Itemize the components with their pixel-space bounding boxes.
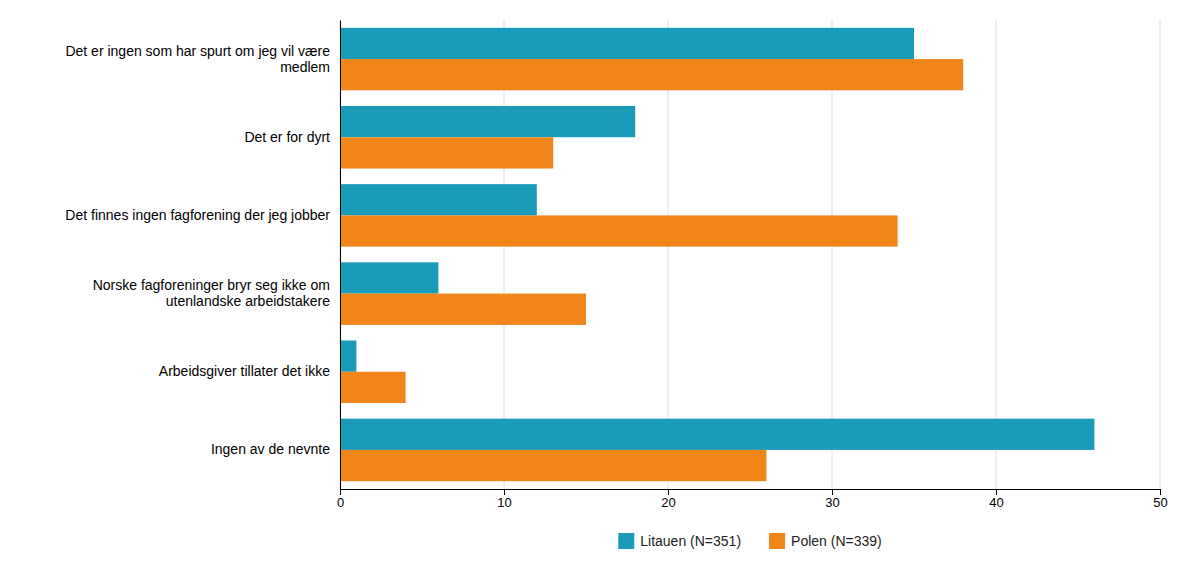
tick-label: 40 (989, 495, 1003, 510)
x-axis: 0 10 20 30 40 50 (337, 489, 1168, 510)
tick-label-line: Det er ingen som har spurt om jeg vil væ… (65, 43, 330, 59)
bars (340, 28, 1094, 481)
bar (340, 137, 553, 168)
tick: Det finnes ingen fagforening der jeg job… (65, 207, 330, 223)
tick: 30 (825, 489, 839, 510)
tick: 50 (1153, 489, 1167, 510)
grid-line (1160, 20, 1161, 489)
tick-label: 0 (337, 495, 344, 510)
tick-mark (668, 489, 669, 495)
tick: Det er ingen som har spurt om jeg vil væ… (65, 43, 330, 75)
bar (340, 450, 766, 481)
chart: 0 10 20 30 40 50 Det er ingen som har spurt om… (0, 0, 1200, 569)
tick-label: Arbeidsgiver tillater det ikke (159, 363, 330, 379)
legend-label: Polen (N=339) (791, 533, 882, 549)
plot: 0 10 20 30 40 50 Det er ingen som har spurt om… (65, 20, 1167, 510)
tick-label: 30 (825, 495, 839, 510)
tick-label-line: Arbeidsgiver tillater det ikke (159, 363, 330, 379)
legend-label: Litauen (N=351) (640, 533, 741, 549)
grid-line (340, 20, 341, 489)
axis-line (341, 490, 1161, 496)
tick: 0 (337, 489, 344, 510)
tick: Det er for dyrt (244, 129, 330, 145)
bar (340, 215, 898, 246)
bar (340, 262, 438, 293)
legend-swatch (769, 533, 785, 549)
tick-mark (1160, 489, 1161, 495)
bar (340, 59, 963, 90)
tick-label: Det er for dyrt (244, 129, 330, 145)
tick: Norske fagforeninger bryr seg ikke omute… (93, 277, 331, 309)
tick-label: Ingen av de nevnte (211, 441, 330, 457)
tick-label-line: Ingen av de nevnte (211, 441, 330, 457)
tick-label: Norske fagforeninger bryr seg ikke omute… (93, 277, 331, 309)
tick-label: Det finnes ingen fagforening der jeg job… (65, 207, 330, 223)
tick-label-line: Det er for dyrt (244, 129, 330, 145)
bar (340, 419, 1094, 450)
legend-item: Litauen (N=351) (618, 533, 741, 549)
tick-label: 10 (497, 495, 511, 510)
tick: 40 (989, 489, 1003, 510)
tick-label: Det er ingen som har spurt om jeg vil væ… (65, 43, 330, 75)
tick: 20 (661, 489, 675, 510)
legend: Litauen (N=351) Polen (N=339) (618, 533, 881, 549)
bar (340, 372, 406, 403)
tick: Arbeidsgiver tillater det ikke (159, 363, 330, 379)
tick: 10 (497, 489, 511, 510)
bar (340, 106, 635, 137)
tick-mark (504, 489, 505, 495)
bar (340, 340, 356, 371)
bar (340, 28, 914, 59)
bar-series (340, 59, 963, 481)
tick-mark (996, 489, 997, 495)
tick: Ingen av de nevnte (211, 441, 330, 457)
bar-series (340, 28, 1094, 450)
tick-mark (340, 489, 341, 495)
tick-label-line: Det finnes ingen fagforening der jeg job… (65, 207, 330, 223)
bar (340, 184, 537, 215)
grid (340, 20, 1160, 489)
tick-label-line: Norske fagforeninger bryr seg ikke om (93, 277, 330, 293)
legend-item: Polen (N=339) (769, 533, 882, 549)
y-axis: Det er ingen som har spurt om jeg vil væ… (65, 21, 340, 490)
tick-label-line: utenlandske arbeidstakere (166, 293, 330, 309)
legend-swatch (618, 533, 634, 549)
tick-label: 50 (1153, 495, 1167, 510)
axis-line (340, 21, 341, 490)
tick-label-line: medlem (280, 59, 330, 75)
tick-label: 20 (661, 495, 675, 510)
tick-mark (832, 489, 833, 495)
bar (340, 294, 586, 325)
